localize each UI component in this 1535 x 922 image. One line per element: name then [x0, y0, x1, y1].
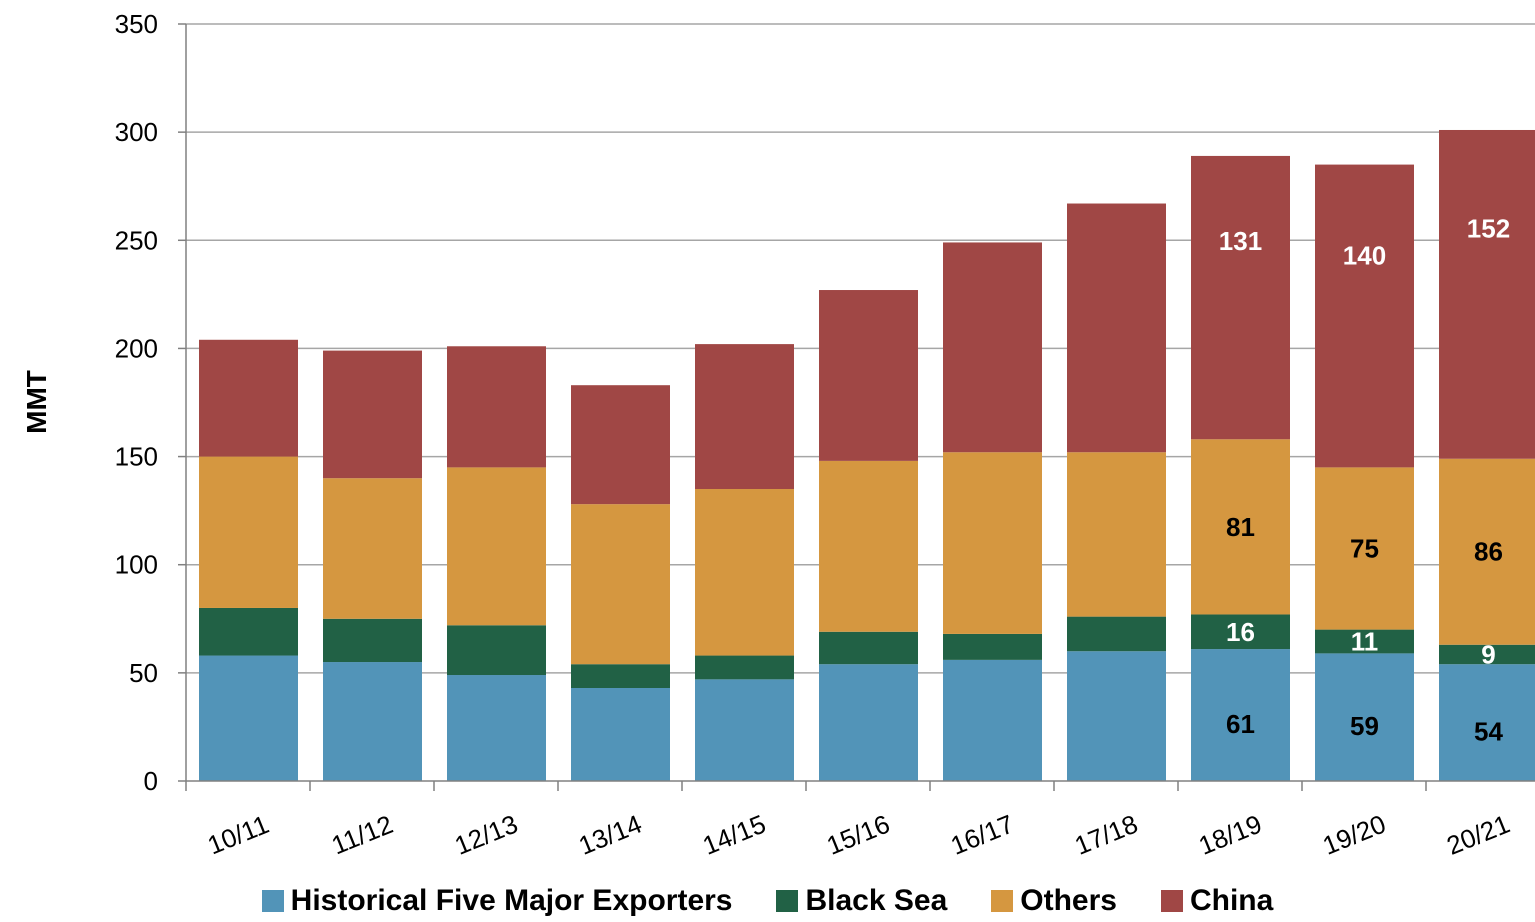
x-tick-label: 17/18 — [1070, 809, 1142, 861]
legend-swatch — [991, 890, 1014, 912]
bar-segment — [1067, 616, 1166, 652]
y-tick-label: 0 — [144, 766, 158, 796]
legend-swatch — [776, 890, 799, 912]
data-label: 131 — [1219, 226, 1262, 256]
bar-segment — [571, 664, 670, 688]
data-label: 86 — [1474, 537, 1503, 567]
bar-segment — [943, 452, 1042, 634]
data-label: 16 — [1226, 617, 1255, 647]
bar-segment — [819, 631, 918, 665]
data-label: 11 — [1351, 626, 1379, 656]
bar-segment — [695, 344, 794, 490]
bar-segment — [323, 350, 422, 479]
y-tick-label: 200 — [115, 333, 158, 363]
legend-swatch — [1160, 890, 1183, 912]
bars — [199, 129, 1535, 781]
bar-segment — [1191, 439, 1290, 615]
legend-label: Historical Five Major Exporters — [290, 884, 733, 917]
bar-segment — [1315, 467, 1414, 630]
bar-segment — [1439, 458, 1535, 645]
bar-segment — [199, 456, 298, 608]
legend-item: China — [1160, 884, 1274, 918]
bar-segment — [1439, 664, 1535, 781]
legend-label: China — [1189, 884, 1274, 917]
data-label: 81 — [1226, 512, 1255, 542]
bar-segment — [819, 664, 918, 781]
x-tick-label: 16/17 — [946, 809, 1018, 861]
bar-segment — [447, 675, 546, 781]
y-tick-label: 100 — [115, 550, 158, 580]
bar-segment — [695, 655, 794, 680]
y-axis-title: MMT — [21, 370, 52, 434]
bar-segment — [695, 679, 794, 781]
bar-segment — [323, 478, 422, 619]
x-tick-label: 20/21 — [1442, 809, 1514, 861]
legend: Historical Five Major Exporters Black Sea… — [0, 880, 1535, 922]
bar-segment — [943, 633, 1042, 660]
bar-segment — [1315, 629, 1414, 654]
data-label: 9 — [1481, 639, 1495, 669]
bar-segment — [447, 625, 546, 676]
x-tick-label: 15/16 — [822, 809, 894, 861]
legend-item: Others — [991, 884, 1117, 918]
bar-segment — [1191, 155, 1290, 440]
bar-segment — [943, 242, 1042, 453]
x-tick-label: 10/11 — [203, 809, 273, 860]
bar-segment — [1191, 614, 1290, 650]
x-tick-label: 14/15 — [698, 809, 770, 861]
bar-segment — [571, 385, 670, 505]
bar-segment — [819, 290, 918, 461]
bar-segment — [199, 339, 298, 457]
legend-label: Others — [1020, 884, 1117, 917]
data-label: 54 — [1474, 717, 1503, 747]
x-tick-label: 13/14 — [574, 809, 646, 861]
bar-segment — [1439, 129, 1535, 459]
data-label: 59 — [1350, 711, 1379, 741]
bar-segment — [1067, 452, 1166, 617]
bar-segment — [447, 467, 546, 626]
y-tick-label: 250 — [115, 225, 158, 255]
x-tick-label: 18/19 — [1194, 809, 1266, 861]
legend-swatch — [261, 890, 284, 912]
bar-segment — [199, 607, 298, 656]
bar-segment — [571, 687, 670, 781]
bar-segment — [447, 346, 546, 468]
bar-segment — [1191, 649, 1290, 781]
bar-segment — [323, 662, 422, 781]
bar-segment — [1315, 164, 1414, 468]
bar-segment — [1315, 653, 1414, 781]
data-labels: 61 16 81 131 59 11 75 140 54 9 86 152 — [1219, 214, 1510, 747]
y-tick-label: 350 — [115, 9, 158, 39]
x-tick-label: 11/12 — [327, 809, 397, 860]
x-tick-label: 12/13 — [450, 809, 522, 861]
bar-segment — [943, 659, 1042, 781]
legend-item: Historical Five Major Exporters — [261, 884, 733, 918]
bar-segment — [819, 460, 918, 632]
bar-segment — [199, 655, 298, 781]
bar-segment — [1067, 203, 1166, 453]
data-label: 140 — [1343, 240, 1386, 270]
bar-segment — [571, 504, 670, 665]
bar-segment — [1067, 651, 1166, 781]
y-tick-label: 50 — [129, 658, 158, 688]
data-label: 61 — [1226, 709, 1255, 739]
bar-segment — [695, 489, 794, 656]
bar-segment — [1439, 644, 1535, 665]
data-label: 152 — [1467, 214, 1510, 244]
y-tick-label: 150 — [115, 442, 158, 472]
y-tick-label: 300 — [115, 117, 158, 147]
bar-segment — [323, 618, 422, 663]
legend-label: Black Sea — [805, 884, 948, 917]
data-label: 75 — [1350, 533, 1379, 563]
legend-item: Black Sea — [776, 884, 947, 918]
x-tick-label: 19/20 — [1318, 809, 1390, 861]
